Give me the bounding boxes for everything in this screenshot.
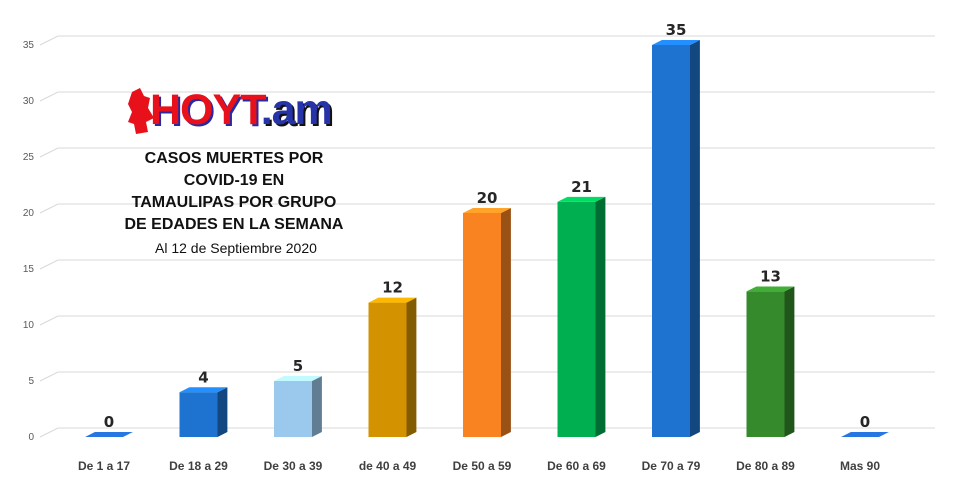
bar-top: [746, 286, 795, 292]
gridlines: [39, 35, 935, 438]
bars: [85, 40, 889, 438]
data-label: 4: [198, 368, 208, 386]
bar-top: [368, 297, 417, 303]
data-label: 0: [860, 413, 870, 431]
bar-side: [501, 208, 511, 437]
category-label: De 30 a 39: [264, 459, 323, 473]
category-label: De 60 a 69: [547, 459, 606, 473]
bar-side: [312, 376, 322, 437]
gridline: [39, 147, 935, 158]
y-tick-label: 5: [28, 376, 34, 387]
chart-title: CASOS MUERTES POR COVID-19 EN TAMAULIPAS…: [110, 148, 358, 236]
bar-top: [841, 432, 889, 437]
data-label: 5: [293, 357, 303, 375]
chart-subtitle: Al 12 de Septiembre 2020: [155, 240, 317, 256]
y-tick-label: 35: [23, 40, 35, 51]
y-axis-ticks: 0 5 10 15 20 25 30 35: [23, 40, 35, 443]
bar-top: [85, 432, 133, 437]
gridline: [39, 91, 935, 102]
bull-icon: [128, 88, 154, 134]
hoyt-logo: [126, 86, 342, 138]
bar-front: [652, 45, 690, 437]
category-label: De 80 a 89: [736, 459, 795, 473]
y-tick-label: 15: [23, 264, 35, 275]
bar: [85, 432, 133, 437]
bar: [557, 196, 606, 437]
bar: [652, 40, 700, 438]
bar-front: [463, 213, 501, 437]
bar-side: [217, 387, 228, 437]
bar-front: [557, 201, 596, 437]
bar-top: [652, 40, 700, 45]
title-line-4: DE EDADES EN LA SEMANA: [124, 216, 344, 233]
gridline: [39, 203, 935, 214]
category-label: De 70 a 79: [642, 459, 701, 473]
gridline: [39, 371, 935, 382]
bar: [368, 297, 417, 437]
gridline: [39, 315, 935, 326]
category-label: Mas 90: [840, 459, 880, 473]
y-tick-label: 10: [23, 320, 35, 331]
logo-suffix: .am: [260, 86, 333, 134]
data-label: 35: [666, 21, 687, 39]
data-label: 13: [760, 267, 781, 285]
logo-middle: T: [240, 86, 261, 134]
category-label: De 18 a 29: [169, 459, 228, 473]
bar: [179, 387, 228, 437]
bar-top: [274, 376, 322, 381]
y-tick-label: 30: [23, 96, 35, 107]
category-label: de 40 a 49: [359, 459, 417, 473]
bar-top: [463, 208, 511, 213]
bar-top: [557, 196, 606, 202]
category-label: De 50 a 59: [453, 459, 512, 473]
bar: [463, 208, 511, 437]
title-line-1: CASOS MUERTES POR: [144, 150, 324, 167]
bar-front: [746, 291, 785, 437]
title-line-3: TAMAULIPAS POR GRUPO: [131, 194, 337, 211]
bar-side: [690, 40, 700, 438]
y-tick-label: 25: [23, 152, 35, 163]
y-tick-label: 20: [23, 208, 35, 219]
bar-front: [179, 392, 218, 437]
bar-side: [595, 196, 606, 437]
data-label: 20: [477, 189, 498, 207]
gridline: [39, 35, 935, 46]
x-axis-categories: De 1 a 17 De 18 a 29 De 30 a 39 de 40 a 49 D…: [78, 459, 880, 473]
data-label: 0: [104, 413, 114, 431]
bar-side: [406, 297, 417, 437]
bar: [274, 376, 322, 437]
title-line-2: COVID-19 EN: [183, 172, 285, 189]
y-tick-label: 0: [28, 432, 34, 443]
bar-top: [179, 387, 228, 393]
data-label: 12: [382, 279, 403, 297]
bar: [746, 286, 795, 437]
logo-wordmark: HOYT.am: [150, 84, 333, 136]
bar-front: [274, 381, 312, 437]
gridline: [39, 259, 935, 270]
data-label: 21: [571, 178, 592, 196]
logo-prefix: HOY: [150, 86, 241, 134]
bar-side: [784, 286, 795, 437]
category-label: De 1 a 17: [78, 459, 130, 473]
gridline: [39, 427, 935, 438]
data-labels: 0 4 5 12 20 21 35 13 0: [104, 21, 870, 431]
bar: [841, 432, 889, 437]
bar-front: [368, 302, 407, 437]
